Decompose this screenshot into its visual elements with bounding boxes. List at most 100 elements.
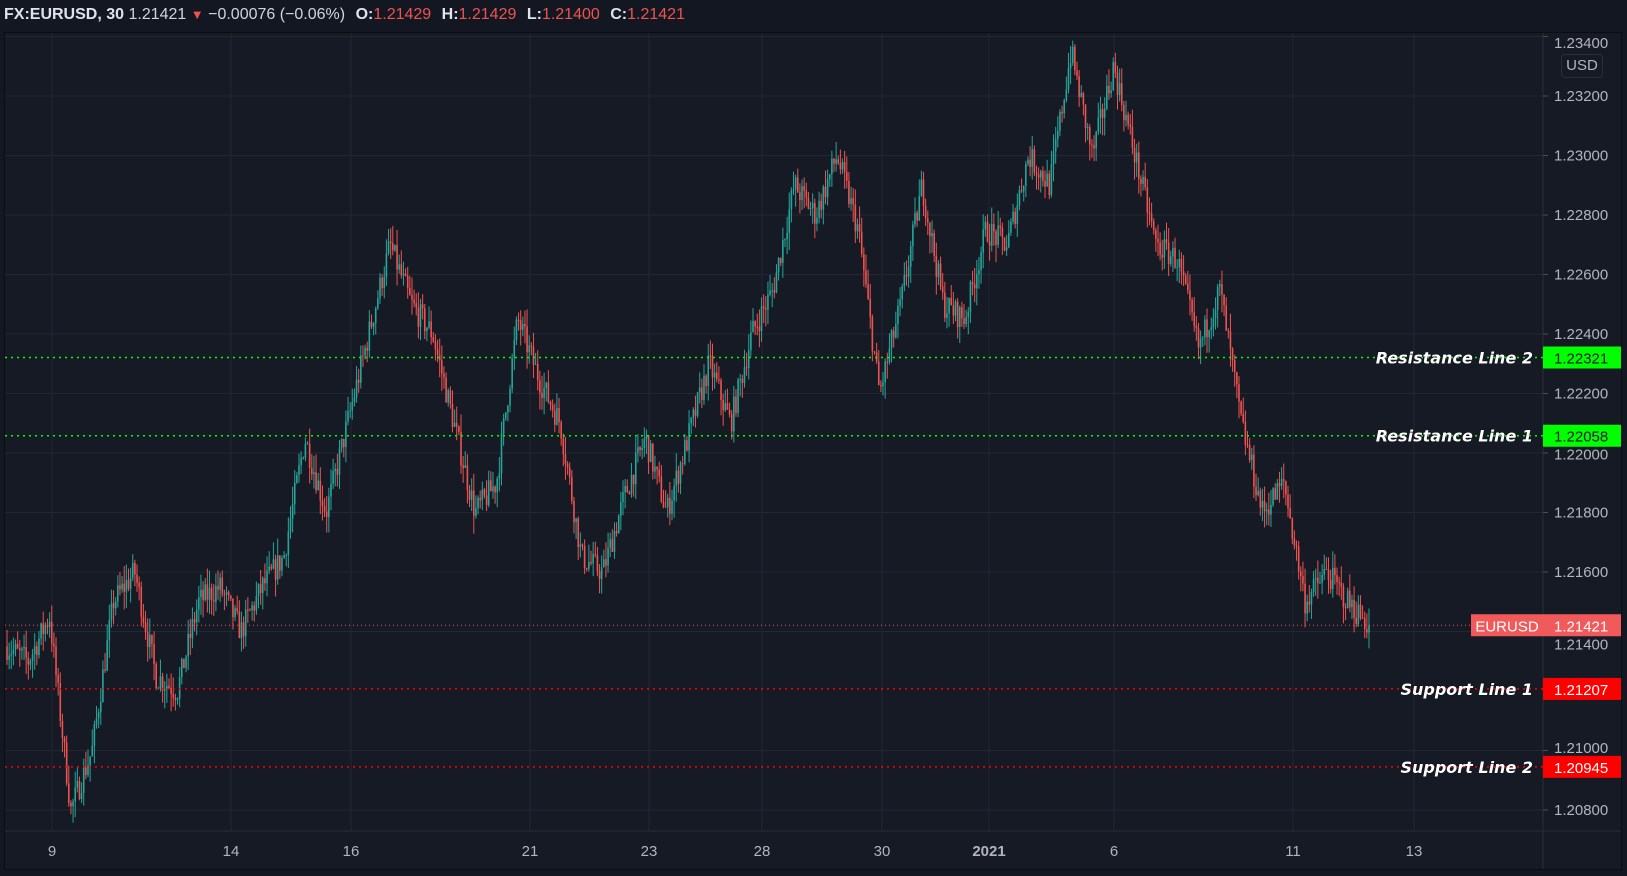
price-tick-label: 1.20800	[1554, 802, 1608, 819]
candle-body	[1010, 221, 1012, 233]
candle-body	[208, 587, 211, 600]
candle-body	[487, 480, 490, 506]
candle-body	[1042, 171, 1044, 181]
candle-body	[622, 492, 624, 502]
candle-body	[1287, 494, 1289, 509]
candle-body	[588, 561, 590, 569]
candle-body	[1029, 159, 1031, 167]
candle-body	[477, 498, 479, 509]
candle-body	[634, 452, 637, 485]
candle-body	[1208, 330, 1210, 338]
candle-body	[1359, 604, 1362, 618]
candle-body	[1306, 601, 1308, 614]
candle-body	[1204, 319, 1206, 338]
candle-body	[1255, 486, 1257, 496]
candle-body	[1039, 171, 1042, 178]
candle-body	[255, 595, 258, 611]
candle-body	[777, 258, 780, 273]
candle-body	[172, 693, 175, 698]
candle-body	[1302, 576, 1304, 584]
candle-body	[108, 620, 111, 641]
candle-body	[1146, 187, 1149, 213]
candle-body	[694, 409, 697, 416]
candle-body	[841, 162, 844, 170]
candle-body	[59, 682, 62, 721]
candle-body	[730, 414, 733, 432]
candle-body	[664, 506, 667, 508]
candle-body	[325, 511, 328, 518]
candle-body	[21, 648, 23, 651]
candle-body	[600, 567, 603, 580]
time-tick-label: 6	[1110, 843, 1118, 860]
currency-button[interactable]: USD	[1561, 54, 1603, 78]
candle-body	[1095, 131, 1097, 149]
candle-body	[969, 282, 972, 312]
candle-body	[458, 426, 460, 432]
candle-body	[792, 189, 795, 191]
symbol-title[interactable]: FX:EURUSD, 30	[4, 6, 125, 23]
candle-body	[236, 608, 238, 612]
price-tick-label: 1.22600	[1554, 267, 1608, 284]
candle-body	[289, 518, 292, 532]
candle-body	[1174, 247, 1176, 268]
candle-body	[1067, 68, 1070, 90]
price-tick-label: 1.21400	[1554, 636, 1608, 653]
candle-body	[946, 313, 948, 318]
candle-body	[321, 500, 324, 507]
chart-pane[interactable]: 1.23400 1.23200 1.23000 1.22800 1.22600 1.224…	[4, 32, 1622, 870]
candle-body	[801, 186, 803, 201]
candle-body	[257, 584, 260, 596]
candle-body	[767, 294, 769, 310]
candle-body	[270, 566, 273, 569]
candle-body	[739, 378, 742, 380]
candle-body	[912, 224, 914, 247]
candle-body	[385, 253, 388, 278]
candle-body	[980, 252, 982, 270]
candle-body	[790, 190, 793, 210]
candle-body	[1336, 575, 1338, 583]
candle-body	[481, 489, 484, 501]
candle-body	[445, 377, 447, 403]
resistance-line-label: Resistance Line 1	[1376, 427, 1533, 446]
candle-body	[818, 200, 820, 218]
candle-body	[355, 379, 358, 398]
candle-body	[562, 438, 565, 455]
candle-body	[1018, 190, 1021, 206]
candle-body	[1214, 309, 1217, 319]
candle-body	[794, 177, 797, 190]
price-tag-value: 1.22321	[1554, 351, 1608, 368]
candle-body	[159, 676, 162, 689]
price-tick-label: 1.23200	[1554, 88, 1608, 105]
low-label: L:	[526, 6, 542, 23]
candle-body	[897, 305, 899, 325]
candle-body	[421, 304, 424, 309]
candle-body	[690, 418, 692, 424]
candle-body	[1248, 445, 1251, 461]
candle-body	[1327, 569, 1330, 581]
candle-body	[1093, 144, 1095, 149]
candle-body	[1317, 577, 1319, 583]
candle-body	[545, 382, 548, 389]
candle-body	[1304, 583, 1306, 614]
candle-body	[206, 584, 209, 600]
candle-body	[747, 350, 750, 369]
candle-body	[718, 379, 720, 381]
candle-body	[1003, 237, 1006, 251]
candle-body	[743, 367, 746, 383]
candle-body	[988, 241, 991, 246]
candle-body	[1133, 147, 1136, 163]
candle-body	[995, 231, 997, 245]
candle-body	[1289, 508, 1291, 519]
candle-body	[1054, 139, 1057, 152]
candle-body	[558, 408, 560, 423]
time-tick-label: 11	[1285, 843, 1301, 860]
candle-body	[411, 294, 413, 300]
candle-body	[637, 447, 639, 453]
candle-body	[892, 330, 895, 338]
candle-body	[1142, 176, 1144, 184]
candle-body	[451, 403, 454, 427]
candle-body	[306, 443, 309, 445]
price-chart[interactable]: 1.23400 1.23200 1.23000 1.22800 1.22600 1.224…	[5, 33, 1621, 869]
candle-body	[1331, 567, 1334, 590]
candle-body	[645, 435, 648, 439]
